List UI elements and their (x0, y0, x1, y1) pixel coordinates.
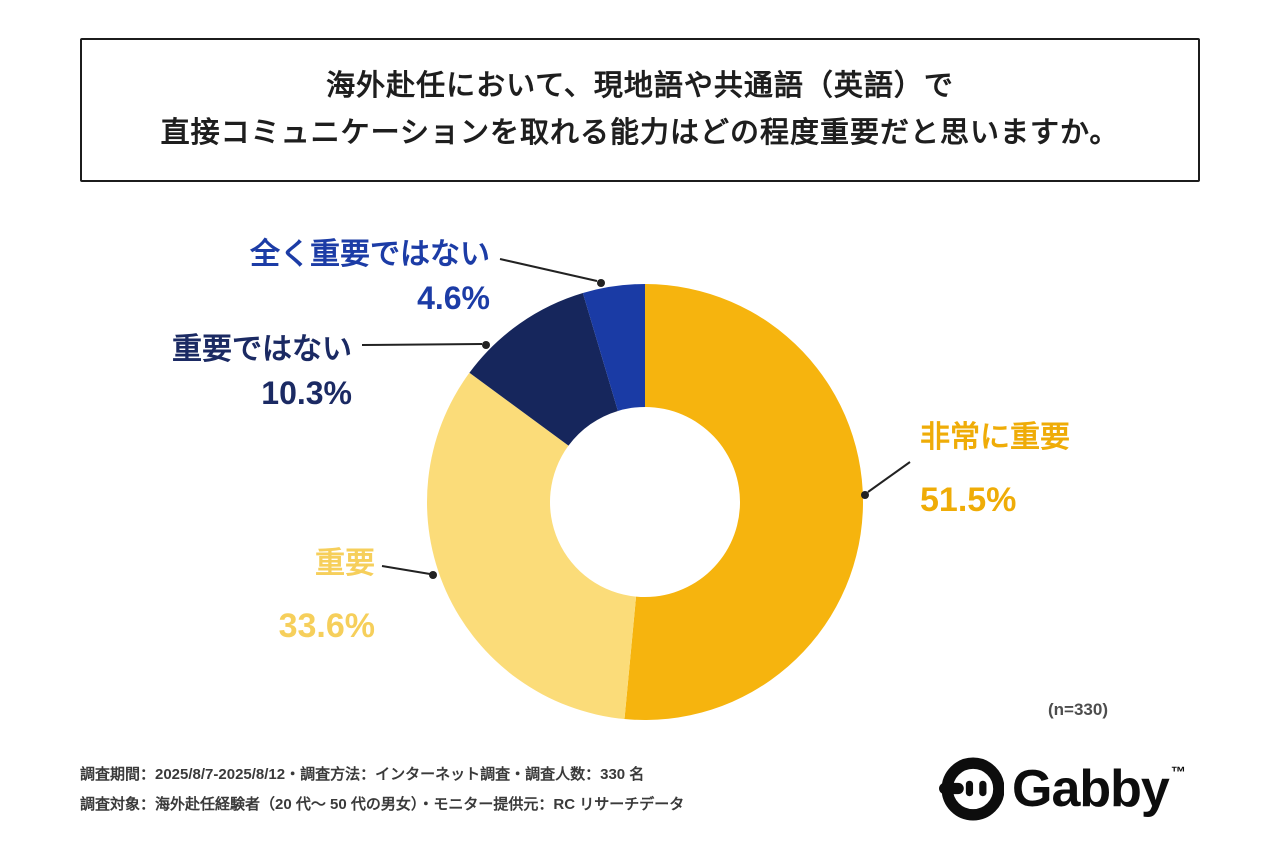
segment-label-very-important: 非常に重要 (920, 421, 1070, 454)
donut-segment-0 (624, 284, 864, 720)
segment-value-very-important: 51.5% (920, 481, 1017, 519)
footnote-line-1: 調査期間：2025/8/7-2025/8/12・調査方法：インターネット調査・調… (80, 766, 645, 783)
donut-chart (425, 282, 865, 722)
segment-label-important: 重要 (315, 547, 375, 580)
leader-line-not-at-all (499, 258, 598, 282)
trademark-symbol: ™ (1170, 764, 1186, 781)
gabby-logo-text: Gabby (1012, 760, 1170, 818)
title-line-1: 海外赴任において、現地語や共通語（英語）で (326, 70, 954, 102)
sample-size-note: (n=330) (1048, 700, 1108, 719)
segment-value-not-at-all-important: 4.6% (417, 280, 490, 316)
donut-segment-1 (427, 372, 637, 720)
segment-label-not-at-all-important: 全く重要ではない (250, 238, 490, 271)
gabby-logo: Gabby ™ (938, 756, 1186, 822)
title-box: 海外赴任において、現地語や共通語（英語）で 直接コミュニケーションを取れる能力は… (80, 38, 1200, 182)
leader-line-important (381, 565, 431, 575)
segment-label-not-important: 重要ではない (172, 333, 352, 366)
leader-line-very-important (867, 461, 911, 493)
donut-segment-3 (582, 284, 645, 411)
segment-value-important: 33.6% (278, 607, 375, 645)
donut-chart-svg (427, 284, 864, 720)
callout-not-important: 重要ではない 10.3% (100, 332, 352, 412)
callout-important: 重要 33.6% (140, 546, 375, 647)
donut-segment-2 (469, 293, 618, 446)
gabby-logo-icon (939, 757, 1004, 821)
footnote-line-2: 調査対象：海外赴任経験者（20 代〜 50 代の男女）・モニター提供元：RC リ… (80, 796, 685, 813)
survey-footnote: 調査期間：2025/8/7-2025/8/12・調査方法：インターネット調査・調… (80, 760, 684, 820)
title-line-2: 直接コミュニケーションを取れる能力はどの程度重要だと思いますか。 (160, 117, 1120, 149)
callout-not-at-all-important: 全く重要ではない 4.6% (168, 237, 490, 317)
callout-very-important: 非常に重要 51.5% (920, 420, 1070, 521)
segment-value-not-important: 10.3% (261, 375, 352, 411)
